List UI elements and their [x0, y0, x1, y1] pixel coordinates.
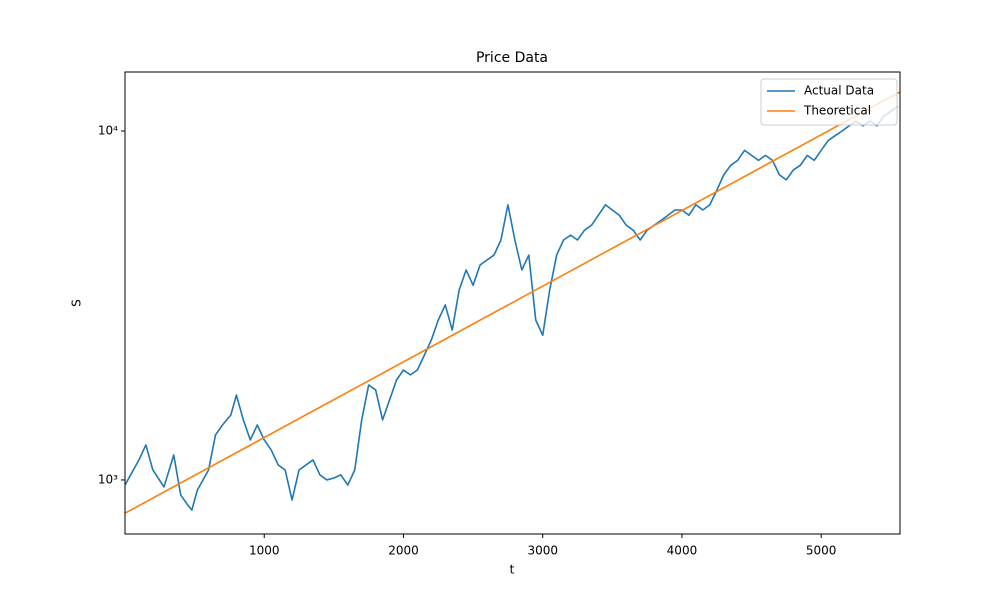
- legend-label: Actual Data: [804, 84, 874, 98]
- x-tick-label: 1000: [249, 544, 280, 558]
- y-tick-label: 10⁴: [98, 124, 118, 138]
- y-axis-label: S: [70, 299, 84, 307]
- plot-lines: [125, 91, 900, 514]
- series-line: [125, 105, 899, 511]
- x-tick-label: 3000: [527, 544, 558, 558]
- series-line: [125, 91, 900, 514]
- chart-title: Price Data: [476, 50, 548, 66]
- y-tick-label: 10³: [98, 472, 118, 486]
- legend-label: Theoretical: [803, 104, 871, 118]
- x-axis-label: t: [510, 563, 515, 577]
- x-tick-label: 5000: [806, 544, 837, 558]
- x-tick-label: 4000: [667, 544, 698, 558]
- plot-frame: [124, 71, 901, 535]
- x-tick-label: 2000: [388, 544, 419, 558]
